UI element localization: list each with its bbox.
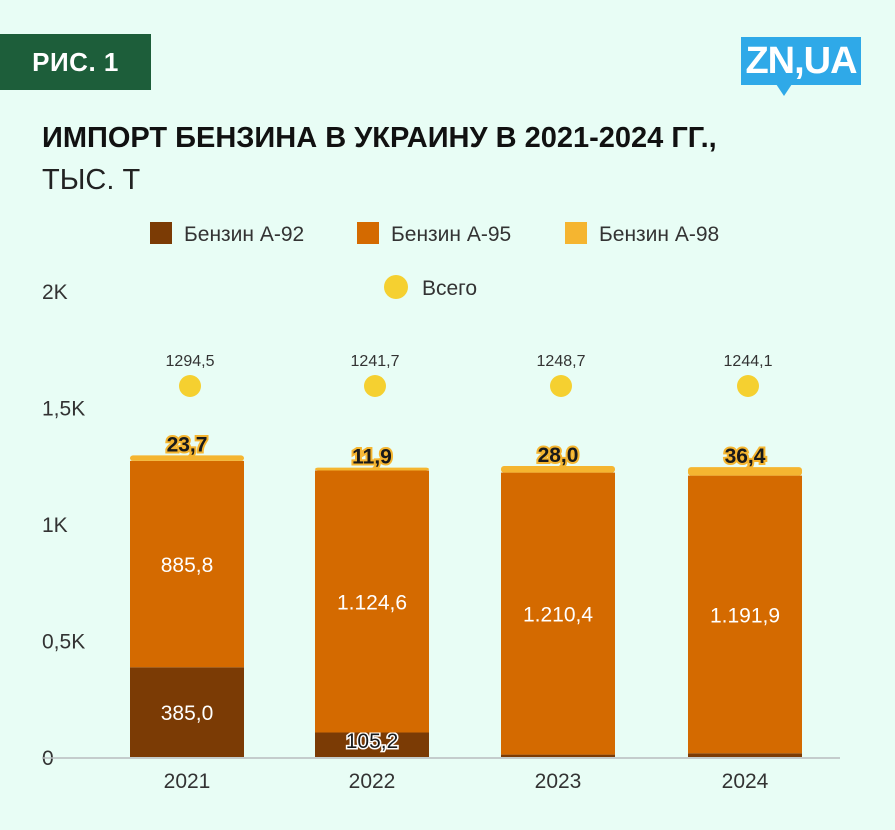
total-label: 1294,5 (166, 353, 215, 370)
y-tick-label: 1,5K (42, 398, 85, 421)
data-label: 1.124,6 (337, 591, 407, 614)
chart-title: ИМПОРТ БЕНЗИНА В УКРАИНУ В 2021-2024 ГГ.… (42, 122, 717, 154)
zn-ua-logo: ZN,UA (741, 37, 861, 85)
logo-speech-tail (776, 84, 792, 96)
total-marker (737, 375, 759, 397)
data-label: 885,8 (161, 554, 214, 577)
total-label: 1241,7 (351, 353, 400, 370)
bar-segment (501, 466, 615, 473)
y-tick-label: 1K (42, 514, 68, 537)
bar-segment (130, 460, 244, 668)
legend-label: Всего (422, 277, 477, 300)
legend-label: Бензин А-95 (391, 223, 511, 246)
bar-segment (688, 467, 802, 476)
chart-subtitle: ТЫС. Т (42, 164, 141, 196)
legend-label: Бензин А-98 (599, 223, 719, 246)
x-tick-label: 2022 (349, 770, 396, 793)
bar-segment (688, 475, 802, 754)
x-tick-label: 2023 (535, 770, 582, 793)
x-tick-label: 2024 (722, 770, 769, 793)
data-label: 1.191,9 (710, 604, 780, 627)
total-marker (364, 375, 386, 397)
bar-segment (130, 455, 244, 461)
total-marker (550, 375, 572, 397)
figure-badge: РИС. 1 (0, 34, 151, 90)
bar-segment (501, 472, 615, 755)
bar-segment (130, 667, 244, 757)
bar-segment (315, 470, 429, 733)
bar-segment (315, 732, 429, 757)
total-marker (179, 375, 201, 397)
data-label: 385,0 (161, 702, 214, 725)
data-label: 105,2 (346, 730, 399, 753)
legend-label: Бензин А-92 (184, 223, 304, 246)
legend-swatch (150, 222, 172, 244)
legend-swatch (565, 222, 587, 244)
legend-total-marker (384, 275, 408, 299)
x-tick-label: 2021 (164, 770, 211, 793)
bar-segment (315, 467, 429, 471)
data-label: 1.210,4 (523, 604, 593, 627)
data-label: 23,7 (167, 433, 208, 456)
legend-swatch (357, 222, 379, 244)
total-label: 1248,7 (537, 353, 586, 370)
bar-segment (688, 753, 802, 757)
data-label: 11,9 (352, 446, 392, 469)
data-label: 28,0 (538, 444, 579, 467)
bar-segment (501, 754, 615, 757)
y-tick-label: 0,5K (42, 631, 85, 654)
total-label: 1244,1 (724, 353, 773, 370)
y-tick-label: 2K (42, 281, 68, 304)
data-label: 36,4 (725, 445, 766, 468)
